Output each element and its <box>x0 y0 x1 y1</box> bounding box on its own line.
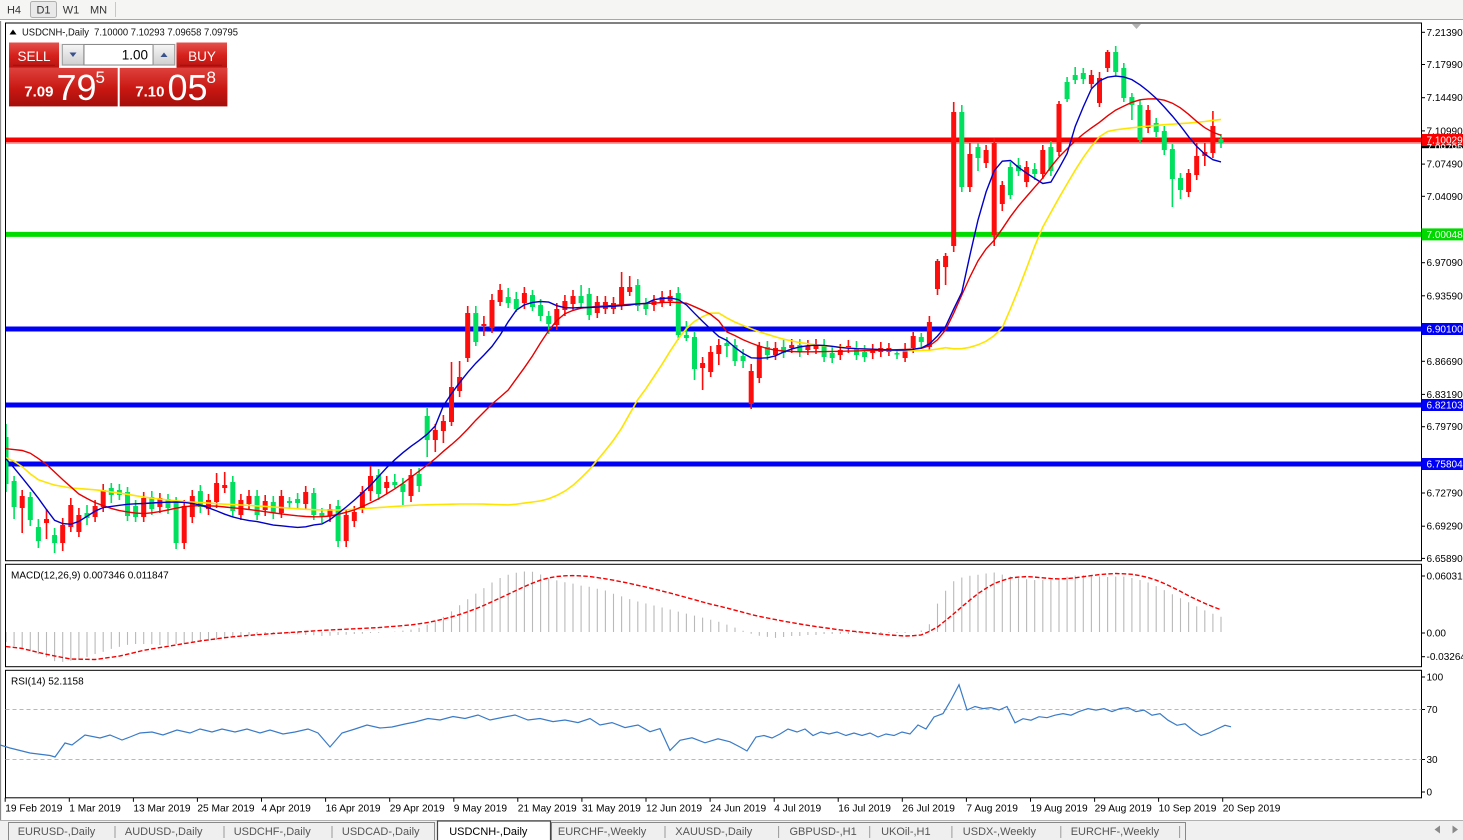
svg-text:29 Apr 2019: 29 Apr 2019 <box>390 804 445 815</box>
svg-text:20 Sep 2019: 20 Sep 2019 <box>1223 804 1281 815</box>
svg-text:6.69290: 6.69290 <box>1427 522 1463 533</box>
svg-text:USDX-,Weekly: USDX-,Weekly <box>963 826 1037 838</box>
svg-text:UKOil-,H1: UKOil-,H1 <box>881 826 931 838</box>
svg-text:7.10: 7.10 <box>135 84 164 101</box>
svg-text:0.00: 0.00 <box>1427 629 1447 640</box>
svg-text:EURUSD-,Daily: EURUSD-,Daily <box>18 826 96 838</box>
svg-text:6.97090: 6.97090 <box>1427 258 1463 269</box>
svg-text:26 Jul 2019: 26 Jul 2019 <box>902 804 955 815</box>
svg-text:16 Apr 2019: 16 Apr 2019 <box>326 804 381 815</box>
svg-text:0.060317: 0.060317 <box>1427 572 1463 583</box>
svg-text:6.72790: 6.72790 <box>1427 489 1463 500</box>
svg-text:1 Mar 2019: 1 Mar 2019 <box>69 804 121 815</box>
svg-text:D1: D1 <box>36 5 50 17</box>
svg-text:7.17990: 7.17990 <box>1427 60 1463 71</box>
svg-text:SELL: SELL <box>17 49 51 64</box>
svg-text:6.86690: 6.86690 <box>1427 357 1463 368</box>
svg-text:7.04090: 7.04090 <box>1427 192 1463 203</box>
svg-text:6.83190: 6.83190 <box>1427 390 1463 401</box>
svg-text:7.09: 7.09 <box>24 84 53 101</box>
svg-text:25 Mar 2019: 25 Mar 2019 <box>197 804 255 815</box>
svg-text:4 Jul 2019: 4 Jul 2019 <box>774 804 821 815</box>
svg-text:29 Aug 2019: 29 Aug 2019 <box>1095 804 1153 815</box>
svg-text:USDCNH-,Daily 7.10000 7.10293: USDCNH-,Daily 7.10000 7.10293 7.09658 7.… <box>22 27 238 39</box>
svg-text:7.10990: 7.10990 <box>1427 126 1463 137</box>
svg-text:7.21390: 7.21390 <box>1427 28 1463 39</box>
svg-text:EURCHF-,Weekly: EURCHF-,Weekly <box>558 826 647 838</box>
svg-text:6.90100: 6.90100 <box>1427 325 1463 336</box>
svg-text:12 Jun 2019: 12 Jun 2019 <box>646 804 702 815</box>
svg-text:30: 30 <box>1427 755 1439 766</box>
svg-text:6.79790: 6.79790 <box>1427 422 1463 433</box>
svg-text:21 May 2019: 21 May 2019 <box>518 804 577 815</box>
svg-text:USDCNH-,Daily: USDCNH-,Daily <box>449 826 528 838</box>
svg-text:USDCAD-,Daily: USDCAD-,Daily <box>342 826 420 838</box>
svg-text:GBPUSD-,H1: GBPUSD-,H1 <box>790 826 857 838</box>
svg-text:6.65890: 6.65890 <box>1427 554 1463 565</box>
svg-text:16 Jul 2019: 16 Jul 2019 <box>838 804 891 815</box>
svg-text:-0.032648: -0.032648 <box>1427 652 1463 663</box>
svg-text:BUY: BUY <box>188 49 216 64</box>
svg-text:7.14490: 7.14490 <box>1427 93 1463 104</box>
svg-text:13 Mar 2019: 13 Mar 2019 <box>133 804 191 815</box>
svg-text:100: 100 <box>1427 673 1444 684</box>
svg-text:79: 79 <box>57 67 97 108</box>
svg-text:7 Aug 2019: 7 Aug 2019 <box>966 804 1018 815</box>
svg-text:31 May 2019: 31 May 2019 <box>582 804 641 815</box>
svg-text:5: 5 <box>96 68 105 87</box>
svg-text:9 May 2019: 9 May 2019 <box>454 804 508 815</box>
svg-text:0: 0 <box>1427 788 1433 799</box>
svg-text:19 Feb 2019: 19 Feb 2019 <box>5 804 63 815</box>
svg-text:7.07490: 7.07490 <box>1427 160 1463 171</box>
svg-text:70: 70 <box>1427 705 1439 716</box>
svg-text:W1: W1 <box>63 5 80 17</box>
svg-text:H4: H4 <box>7 5 21 17</box>
svg-text:EURCHF-,Weekly: EURCHF-,Weekly <box>1071 826 1160 838</box>
svg-text:7.10029: 7.10029 <box>1427 136 1463 147</box>
svg-text:10 Sep 2019: 10 Sep 2019 <box>1159 804 1217 815</box>
svg-text:USDCHF-,Daily: USDCHF-,Daily <box>234 826 312 838</box>
svg-text:MACD(12,26,9) 0.007346 0.01184: MACD(12,26,9) 0.007346 0.011847 <box>11 571 169 582</box>
svg-text:RSI(14) 52.1158: RSI(14) 52.1158 <box>11 677 84 688</box>
svg-text:7.09795: 7.09795 <box>1427 143 1463 154</box>
svg-text:7.00048: 7.00048 <box>1427 230 1463 241</box>
svg-text:24 Jun 2019: 24 Jun 2019 <box>710 804 766 815</box>
svg-text:4 Apr 2019: 4 Apr 2019 <box>262 804 312 815</box>
svg-text:6.93590: 6.93590 <box>1427 291 1463 302</box>
svg-text:XAUUSD-,Daily: XAUUSD-,Daily <box>675 826 753 838</box>
svg-text:8: 8 <box>207 68 216 87</box>
svg-text:6.82103: 6.82103 <box>1427 401 1463 412</box>
svg-text:6.75804: 6.75804 <box>1427 460 1463 471</box>
svg-text:05: 05 <box>168 67 208 108</box>
svg-text:19 Aug 2019: 19 Aug 2019 <box>1031 804 1089 815</box>
svg-text:MN: MN <box>90 5 107 17</box>
svg-text:AUDUSD-,Daily: AUDUSD-,Daily <box>125 826 203 838</box>
svg-text:1.00: 1.00 <box>122 48 148 63</box>
